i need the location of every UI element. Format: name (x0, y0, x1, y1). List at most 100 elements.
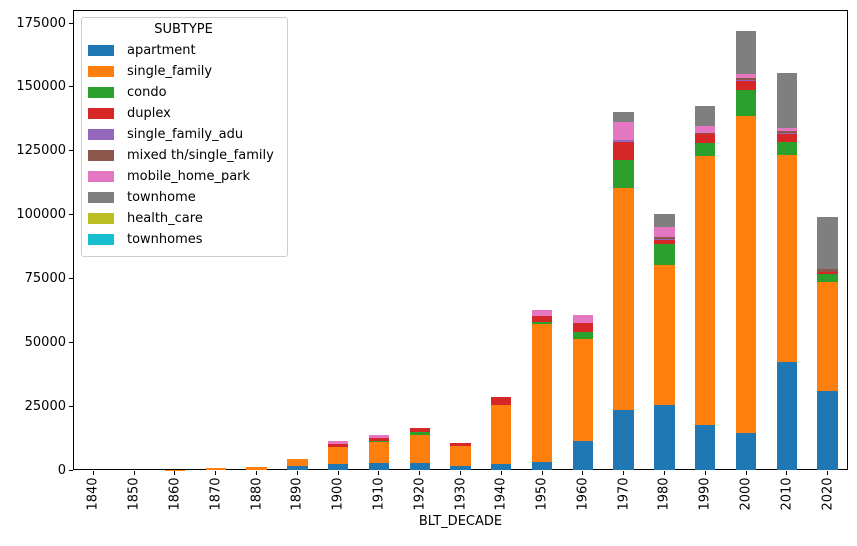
legend-swatch (88, 234, 114, 245)
bar-segment-single_family-1910 (368, 441, 390, 463)
bar-segment-apartment-1940 (491, 464, 512, 470)
legend-item-label: health_care (127, 211, 203, 226)
y-tick-label: 0 (57, 462, 66, 478)
legend-item-label: mobile_home_park (127, 169, 251, 184)
x-tick-mark (500, 471, 502, 475)
bar-segment-mixed th/single_family-1980 (654, 237, 675, 239)
bar-segment-single_family-2010 (776, 154, 797, 362)
bar-segment-apartment-1890 (287, 466, 308, 470)
legend-swatch (88, 129, 114, 140)
y-tick-mark (69, 405, 73, 407)
bar-segment-single_family_adu-1980 (654, 238, 675, 240)
bar-segment-single_family-1880 (246, 466, 267, 470)
x-axis-title: BLT_DECADE (418, 514, 503, 529)
x-tick-mark (541, 471, 543, 475)
legend-item-townhome: townhome (88, 187, 279, 208)
x-tick-mark (704, 471, 706, 475)
y-tick-mark (69, 22, 73, 24)
legend-title: SUBTYPE (154, 22, 213, 37)
bar-segment-townhome-1980 (654, 214, 675, 228)
bar-segment-apartment-1920 (409, 462, 430, 470)
bar-segment-mobile_home_park-1990 (695, 125, 716, 133)
legend-item-townhomes: townhomes (88, 229, 279, 250)
x-tick-mark (174, 471, 176, 475)
y-tick-label: 175000 (16, 15, 66, 31)
bar-segment-townhome-2010 (776, 73, 797, 128)
y-tick-mark (69, 469, 73, 471)
bar-segment-apartment-1930 (450, 465, 471, 470)
legend-item-label: duplex (127, 106, 171, 121)
x-tick-label-text: 1950 (534, 477, 550, 511)
legend-item-condo: condo (88, 82, 279, 103)
legend-item-mobile_home_park: mobile_home_park (88, 166, 279, 187)
x-tick-mark (663, 471, 665, 475)
x-tick-mark (296, 471, 298, 475)
bar-segment-duplex-1930 (450, 443, 471, 446)
x-tick-label-text: 1890 (289, 477, 305, 511)
legend-item-label: single_family_adu (127, 127, 244, 142)
bar-segment-duplex-2010 (776, 134, 797, 143)
bar-segment-townhome-1990 (695, 106, 716, 126)
bar-segment-single_family-1870 (205, 468, 226, 470)
bar-segment-apartment-1910 (368, 462, 390, 470)
legend-item-label: condo (127, 85, 167, 100)
bar-segment-single_family-1950 (531, 323, 553, 462)
legend-swatch (88, 192, 114, 203)
bar-segment-single_family-1940 (491, 405, 512, 465)
y-tick-label: 125000 (16, 143, 66, 159)
legend-swatch (88, 108, 114, 119)
bar-segment-duplex-2020 (817, 271, 838, 275)
bar-segment-mixed th/single_family-2010 (776, 131, 797, 134)
bar-segment-condo-1960 (572, 332, 594, 339)
bar-segment-condo-2000 (735, 89, 757, 117)
bar-segment-duplex-1940 (491, 396, 512, 406)
x-tick-label-text: 1870 (208, 477, 224, 511)
bar-segment-condo-1910 (368, 440, 390, 442)
bar-segment-duplex-1950 (531, 315, 553, 323)
legend-item-single_family: single_family (88, 61, 279, 82)
x-tick-label-text: 1980 (656, 477, 672, 511)
bar-segment-mixed th/single_family-2020 (817, 268, 838, 272)
bar-segment-duplex-1970 (613, 141, 634, 161)
x-tick-mark (582, 471, 584, 475)
bar-segment-condo-2020 (817, 274, 838, 282)
y-tick-mark (69, 341, 73, 343)
bar-segment-duplex-1990 (695, 134, 716, 143)
bar-segment-apartment-1990 (695, 425, 716, 470)
bar-segment-apartment-2000 (735, 433, 757, 470)
x-tick-label-text: 1840 (85, 477, 101, 511)
y-tick-label: 75000 (24, 270, 66, 286)
x-tick-mark (460, 471, 461, 475)
legend-item-label: single_family (127, 64, 213, 79)
x-tick-label-text: 1960 (575, 477, 591, 511)
legend-item-label: townhomes (127, 232, 203, 247)
bar-segment-duplex-1900 (327, 443, 349, 447)
y-tick-mark (69, 86, 73, 88)
bar-segment-single_family_adu-1970 (613, 139, 634, 142)
bar-segment-single_family-1930 (450, 445, 471, 466)
bar-segment-mobile_home_park-1900 (327, 441, 349, 444)
y-tick-mark (69, 150, 73, 152)
bar-segment-single_family_adu-2000 (735, 79, 757, 81)
x-tick-label-text: 1920 (412, 477, 428, 511)
x-tick-mark (337, 471, 339, 475)
legend-swatch (88, 213, 114, 224)
bar-segment-apartment-1970 (613, 409, 634, 470)
legend-item-mixed th/single_family: mixed th/single_family (88, 145, 279, 166)
y-tick-label: 25000 (24, 398, 66, 414)
legend-item-label: mixed th/single_family (127, 148, 274, 163)
legend-item-label: townhome (127, 190, 196, 205)
y-tick-label: 50000 (24, 334, 66, 350)
bar-segment-single_family-1960 (572, 338, 594, 441)
y-tick-mark (69, 277, 73, 279)
y-tick-label: 150000 (16, 79, 66, 95)
bar-segment-apartment-1900 (327, 463, 349, 470)
legend-item-apartment: apartment (88, 40, 279, 61)
legend-swatch (88, 66, 114, 77)
bar-segment-apartment-1950 (531, 461, 553, 470)
bar-segment-mobile_home_park-1980 (654, 227, 675, 238)
bar-segment-mobile_home_park-1970 (613, 122, 634, 140)
